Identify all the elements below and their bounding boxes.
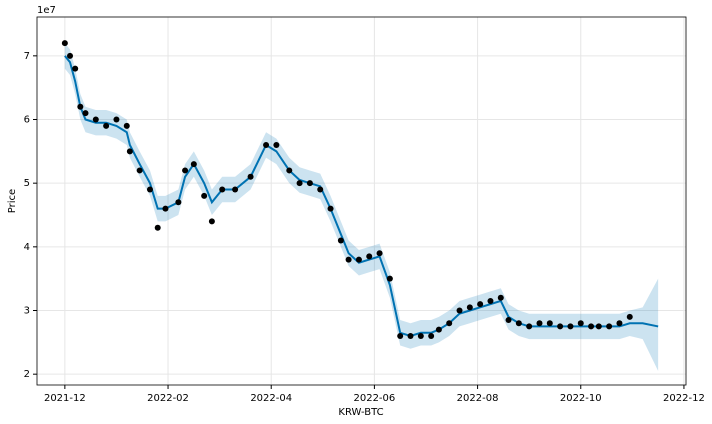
observed-point (92, 116, 99, 123)
observed-point (588, 323, 595, 330)
observed-point (82, 110, 89, 117)
observed-point (247, 173, 254, 180)
observed-point (219, 186, 226, 193)
observed-point (366, 253, 373, 260)
observed-point (286, 167, 293, 174)
observed-point (190, 161, 197, 168)
x-tick-label: 2022-12 (663, 393, 705, 404)
observed-point (182, 167, 189, 174)
observed-point (355, 256, 362, 263)
y-axis-label: Price (7, 189, 18, 213)
observed-point (505, 317, 512, 324)
observed-point (376, 250, 383, 257)
x-tick-label: 2022-02 (147, 393, 189, 404)
observed-point (526, 323, 533, 330)
observed-point (123, 122, 130, 129)
observed-point (345, 256, 352, 263)
observed-point (446, 320, 453, 327)
observed-point (103, 122, 110, 129)
observed-point (577, 320, 584, 327)
y-tick-label: 2 (24, 369, 30, 380)
y-tick-label: 7 (24, 51, 30, 62)
y-tick-label: 5 (24, 178, 30, 189)
observed-point (113, 116, 120, 123)
y-tick-label: 6 (24, 115, 30, 126)
observed-point (567, 323, 574, 330)
observed-point (435, 326, 442, 333)
observed-point (626, 313, 633, 320)
observed-point (557, 323, 564, 330)
observed-point (337, 237, 344, 244)
observed-point (306, 180, 313, 187)
y-tick-label: 4 (24, 242, 30, 253)
observed-point (263, 141, 270, 148)
observed-point (273, 141, 280, 148)
observed-point (77, 103, 84, 110)
x-axis-label: KRW-BTC (338, 407, 383, 418)
observed-point (417, 332, 424, 339)
observed-point (606, 323, 613, 330)
observed-point (536, 320, 543, 327)
observed-point (386, 275, 393, 282)
x-tick-label: 2022-10 (560, 393, 602, 404)
x-tick-label: 2022-06 (353, 393, 395, 404)
observed-point (67, 52, 74, 59)
uncertainty-band (64, 43, 659, 371)
observed-point (546, 320, 553, 327)
observed-point (497, 294, 504, 301)
observed-point (515, 320, 522, 327)
observed-point (428, 332, 435, 339)
observed-point (61, 40, 68, 47)
observed-point (201, 192, 208, 199)
observed-point (466, 304, 473, 311)
forecast-line (64, 55, 659, 338)
observed-point (456, 307, 463, 314)
observed-point (477, 301, 484, 308)
observed-point (126, 148, 133, 155)
y-tick-label: 3 (24, 306, 30, 317)
observed-point (175, 199, 182, 206)
observed-point (232, 186, 239, 193)
x-tick-label: 2021-12 (44, 393, 86, 404)
observed-point (407, 332, 414, 339)
observed-point (146, 186, 153, 193)
observed-point (296, 180, 303, 187)
observed-point (136, 167, 143, 174)
y-offset-label: 1e7 (37, 5, 56, 16)
observed-point (162, 205, 169, 212)
observed-point (154, 224, 161, 231)
observed-point (397, 332, 404, 339)
observed-point (487, 297, 494, 304)
x-tick-label: 2022-04 (250, 393, 292, 404)
observed-point (317, 186, 324, 193)
observed-point (595, 323, 602, 330)
observed-point (327, 205, 334, 212)
observed-point (616, 320, 623, 327)
observed-point (208, 218, 215, 225)
observed-point (72, 65, 79, 72)
x-tick-label: 2022-08 (457, 393, 499, 404)
plot-frame (36, 16, 687, 386)
